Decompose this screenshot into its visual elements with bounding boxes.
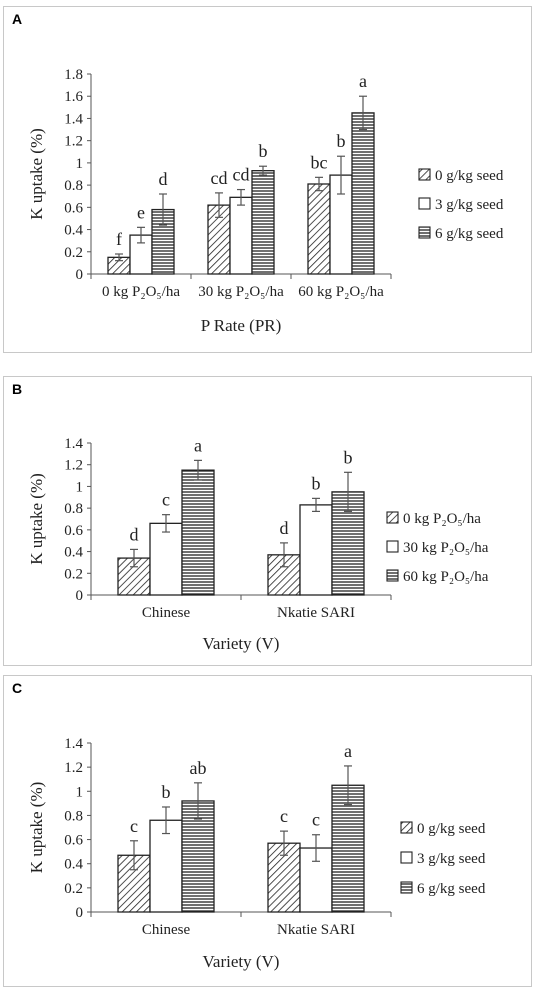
x-tick-label: 30 kg P₂O₅/ha [198,284,284,300]
y-tick-label: 1.4 [64,436,83,452]
bar [299,504,333,596]
significance-letter: ab [190,758,207,778]
y-axis-title: K uptake (%) [27,128,46,220]
y-tick-label: 0.6 [64,523,83,539]
significance-letter: d [130,524,139,544]
y-tick-label: 1.2 [64,134,83,150]
y-tick-label: 0.6 [64,200,83,216]
bar [307,183,331,275]
bar [229,196,253,275]
legend-label: 6 g/kg seed [417,881,486,897]
y-axis-title: K uptake (%) [27,782,46,874]
legend-label: 30 kg P₂O₅/ha [403,540,489,556]
significance-letter: a [359,71,367,91]
panel-letter-c: C [12,680,23,696]
significance-letter: f [116,229,122,249]
y-tick-label: 1.6 [64,89,83,105]
legend-label: 0 g/kg seed [417,821,486,837]
significance-letter: d [280,518,289,538]
x-tick-label: Chinese [142,922,191,938]
panel-b: B 0 0.2 0.4 0.6 0.8 1 1.2 1.4 d c a Chinese d b b Nkati… [3,376,532,666]
significance-letter: b [162,782,171,802]
significance-letter: e [137,202,145,222]
y-tick-label: 0.8 [64,178,83,194]
y-tick-label: 1 [76,784,84,800]
bar [181,469,215,596]
chart-a: 0 0.2 0.4 0.6 0.8 1 1.2 1.4 1.6 1.8 fed 0 kg P₂O₅/h… [27,67,504,335]
significance-letter: c [162,490,170,510]
y-axis-title: K uptake (%) [27,473,46,565]
y-tick-label: 1.4 [64,111,83,127]
x-tick-label: Nkatie SARI [277,922,355,938]
y-tick-label: 1.4 [64,736,83,752]
legend-swatch [386,511,399,524]
legend-label: 3 g/kg seed [435,197,504,213]
x-axis-title: Variety (V) [203,952,280,971]
y-tick-label: 1.2 [64,760,83,776]
legend-label: 60 kg P₂O₅/ha [403,569,489,585]
bar [299,847,333,913]
x-tick-label: 0 kg P₂O₅/ha [102,284,180,300]
legend-swatch [418,226,431,239]
y-tick-label: 0.8 [64,501,83,517]
bar [351,112,375,275]
significance-letter: c [312,810,320,830]
significance-letter: c [280,806,288,826]
significance-letter: a [194,435,202,455]
y-tick-label: 0.4 [64,545,83,561]
legend-swatch [418,168,431,181]
panel-letter-b: B [12,381,23,397]
significance-letter: b [312,473,321,493]
y-tick-label: 0 [76,905,84,921]
significance-letter: b [259,141,268,161]
significance-letter: b [337,131,346,151]
legend-label: 3 g/kg seed [417,851,486,867]
y-tick-label: 0.2 [64,881,83,897]
y-tick-label: 0.6 [64,833,83,849]
significance-letter: bc [311,152,328,172]
chart-b: 0 0.2 0.4 0.6 0.8 1 1.2 1.4 d c a Chinese d b b Nkatie … [27,435,489,653]
x-tick-label: Nkatie SARI [277,605,355,621]
y-tick-label: 0 [76,267,84,283]
chart-c: 0 0.2 0.4 0.6 0.8 1 1.2 1.4 c bab Chinese c c a Nkatie… [27,736,486,971]
y-tick-label: 1.8 [64,67,83,83]
panel-c: C 0 0.2 0.4 0.6 0.8 1 1.2 1.4 c b ab Chinese c c a Nkat… [3,675,532,987]
panel-a: A 0 0.2 0.4 0.6 0.8 1 1.2 1.4 1.6 1.8 f e d 0 kg P₂O₅… [3,6,532,353]
legend-swatch [400,821,413,834]
legend-swatch [386,540,399,553]
legend-swatch [400,881,413,894]
legend-label: 6 g/kg seed [435,226,504,242]
y-tick-label: 0.8 [64,808,83,824]
bar [149,522,183,596]
x-tick-label: Chinese [142,605,191,621]
x-axis-title: Variety (V) [203,634,280,653]
bar [251,170,275,275]
y-tick-label: 0.2 [64,566,83,582]
y-tick-label: 1 [76,479,84,495]
significance-letter: a [344,741,352,761]
y-tick-label: 1.2 [64,458,83,474]
legend-label: 0 kg P₂O₅/ha [403,511,481,527]
significance-letter: cd [211,168,228,188]
y-tick-label: 1 [76,156,84,172]
legend-label: 0 g/kg seed [435,168,504,184]
significance-letter: d [159,169,168,189]
y-tick-label: 0.4 [64,857,83,873]
significance-letter: c [130,816,138,836]
panel-letter-a: A [12,11,23,27]
y-tick-label: 0 [76,588,84,604]
significance-letter: b [344,447,353,467]
x-tick-label: 60 kg P₂O₅/ha [298,284,384,300]
x-axis-title: P Rate (PR) [201,316,282,335]
legend-swatch [400,851,413,864]
y-tick-label: 0.2 [64,245,83,261]
significance-letter: cd [233,165,250,185]
legend-swatch [418,197,431,210]
y-tick-label: 0.4 [64,223,83,239]
legend-swatch [386,569,399,582]
